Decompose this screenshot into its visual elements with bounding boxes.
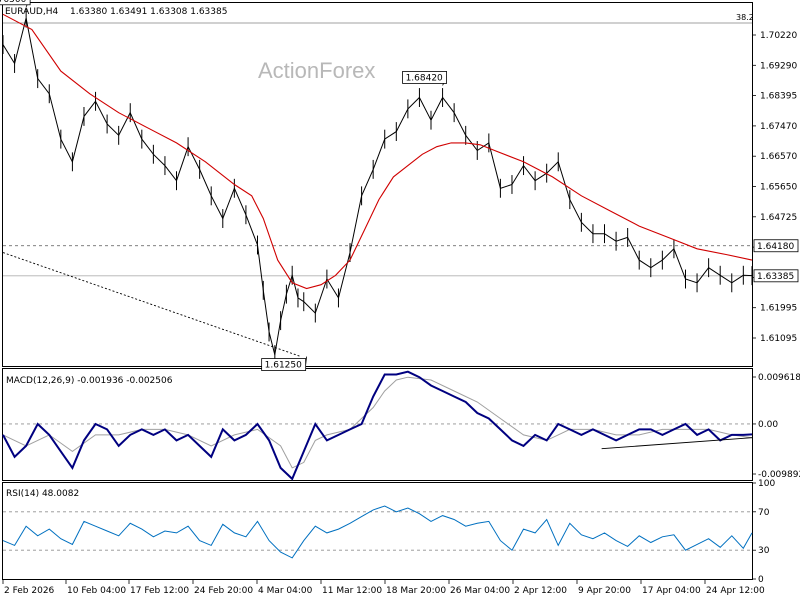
x-tick-label: 18 Mar 20:00 (386, 586, 446, 596)
price-y-tick-label: 1.61995 (760, 304, 797, 314)
macd-y-tick-label: -0.009892 (758, 470, 800, 480)
macd-panel (2, 368, 753, 481)
x-tick-label: 24 Apr 12:00 (706, 586, 765, 596)
swing-point-box (402, 71, 447, 84)
x-tick-label: 4 Mar 04:00 (258, 586, 313, 596)
x-tick-label: 24 Feb 20:00 (194, 586, 253, 596)
price-annotations: 1.70500 1.68420 1.61250 1.64180 1.63385 (0, 0, 799, 371)
rsi-y-axis: 100 70 30 0 (752, 479, 775, 585)
macd-y-tick-label: 0.00 (758, 420, 778, 430)
macd-y-axis: 0.009618 0.00 -0.009892 (752, 373, 800, 480)
rsi-title: RSI(14) 48.0082 (6, 489, 79, 499)
fib-level-label: 38.2 (736, 13, 754, 22)
macd-series-group (2, 370, 753, 481)
swing-point-label: 1.68420 (406, 73, 443, 83)
price-y-tick-label: 1.64725 (760, 213, 797, 223)
price-series-group (2, 8, 753, 365)
x-tick-label: 10 Feb 04:00 (67, 586, 126, 596)
swing-point-box (0, 0, 31, 6)
price-y-tick-label: 1.69290 (760, 61, 797, 71)
chart-symbol: EURAUD,H4 (5, 7, 58, 17)
macd-trendline (601, 437, 753, 450)
current-price-label: 1.63385 (757, 272, 794, 282)
support-trendline (2, 252, 302, 357)
rsi-series-group (2, 505, 753, 559)
time-axis: 2 Feb 2026 10 Feb 04:00 17 Feb 12:00 24 Feb… (2, 580, 765, 596)
macd-title: MACD(12,26,9) -0.001936 -0.002506 (6, 376, 173, 386)
swing-point-label: 1.70500 (0, 0, 27, 5)
swing-point-label: 1.61250 (265, 361, 302, 371)
current-price-box (753, 269, 799, 283)
x-tick-label: 17 Feb 12:00 (130, 586, 189, 596)
price-y-tick-label: 1.66570 (760, 152, 797, 162)
rsi-y-tick-label: 0 (758, 575, 764, 585)
rsi-level-lines (3, 511, 752, 551)
x-tick-label: 11 Mar 12:00 (322, 586, 382, 596)
price-trendline (2, 252, 302, 357)
macd-y-tick-label: 0.009618 (758, 373, 800, 383)
resistance-level-box (753, 239, 799, 253)
moving-average-line (2, 13, 753, 290)
price-y-tick-label: 1.65650 (760, 183, 797, 193)
swing-point-box (261, 358, 307, 371)
rsi-panel (2, 482, 753, 580)
macd-trendline (601, 437, 753, 450)
rsi-y-tick-label: 100 (758, 479, 775, 489)
x-tick-label: 26 Mar 04:00 (450, 586, 510, 596)
ohlc-readout: 1.63380 1.63491 1.63308 1.63385 (70, 7, 227, 17)
rsi-y-tick-label: 30 (758, 546, 770, 556)
price-y-tick-label: 1.67470 (760, 122, 797, 132)
macd-line (2, 370, 753, 481)
rsi-line (2, 505, 753, 559)
price-panel (2, 2, 753, 367)
x-tick-label: 17 Apr 04:00 (642, 586, 701, 596)
price-y-tick-label: 1.68395 (760, 92, 797, 102)
price-y-tick-label: 1.61095 (760, 334, 797, 344)
x-tick-label: 2 Apr 12:00 (514, 586, 567, 596)
x-tick-label: 9 Apr 20:00 (578, 586, 631, 596)
price-y-tick-label: 1.70220 (760, 31, 797, 41)
watermark: ActionForex (258, 58, 375, 83)
x-tick-label: 2 Feb 2026 (4, 586, 55, 596)
rsi-y-tick-label: 70 (758, 508, 770, 518)
resistance-level-label: 1.64180 (757, 242, 794, 252)
price-line (2, 17, 753, 355)
